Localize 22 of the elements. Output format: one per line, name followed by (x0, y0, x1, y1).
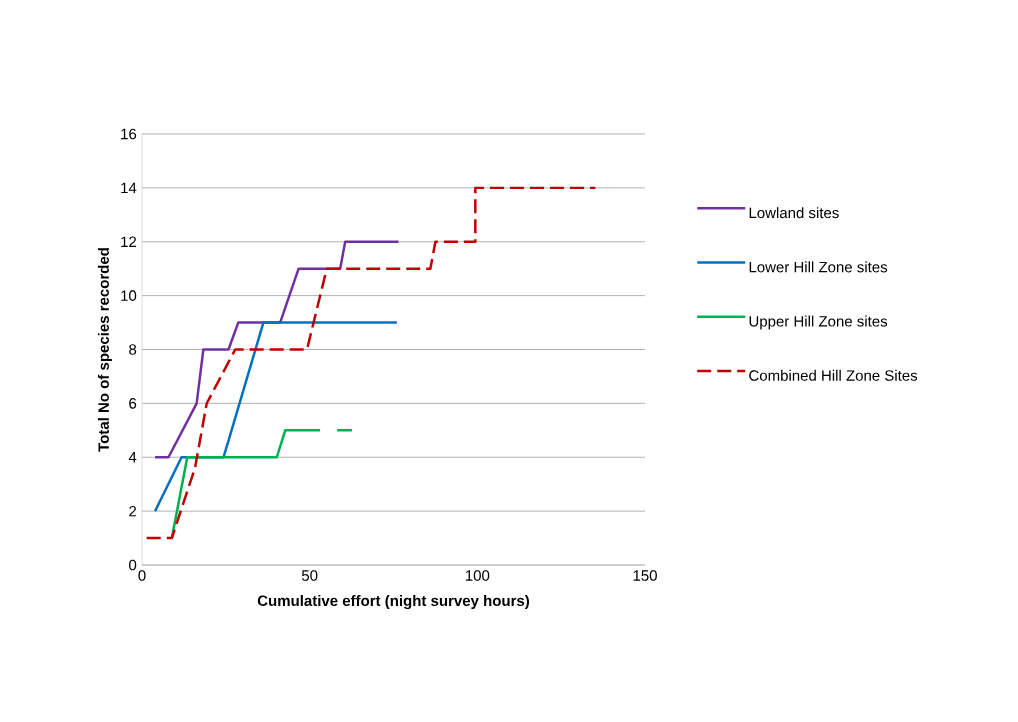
x-tick-label: 150 (633, 570, 657, 581)
y-tick-label: 0 (129, 559, 137, 571)
legend-label: Lower Hill Zone sites (749, 261, 888, 273)
x-tick-label: 50 (301, 570, 318, 581)
line-series (153, 240, 400, 459)
x-tick-label: 0 (138, 570, 146, 581)
legend-label: Combined Hill Zone Sites (749, 369, 918, 381)
legend-label: Upper Hill Zone sites (749, 315, 888, 330)
legend-label: Lowland sites (749, 207, 839, 219)
line-series (153, 321, 399, 513)
x-tick-label: 100 (465, 570, 490, 581)
y-tick-label: 16 (121, 128, 137, 140)
y-tick-label: 12 (121, 236, 137, 247)
y-axis-title: Total No of species recorded (97, 248, 112, 452)
x-axis-title: Cumulative effort (night survey hours) (257, 595, 530, 610)
y-tick-label: 4 (128, 452, 137, 463)
y-tick-label: 6 (129, 398, 137, 409)
line-series (145, 186, 597, 540)
y-tick-label: 14 (121, 182, 137, 194)
y-tick-label: 8 (129, 344, 137, 355)
y-tick-label: 10 (121, 290, 137, 301)
y-tick-label: 2 (129, 505, 137, 517)
